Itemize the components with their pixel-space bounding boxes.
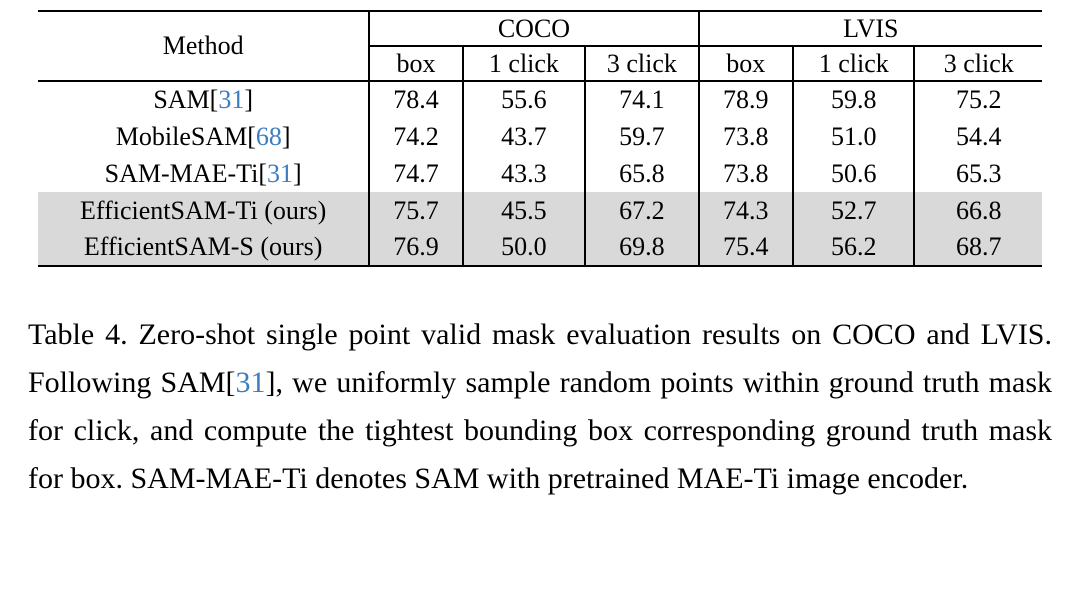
table-caption: Table 4. Zero-shot single point valid ma…: [28, 311, 1052, 503]
caption-citation-link[interactable]: 31: [235, 366, 266, 399]
table-row: SAM[31] 78.4 55.6 74.1 78.9 59.8 75.2: [38, 81, 1042, 118]
value-cell: 56.2: [791, 229, 915, 266]
table-body: SAM[31] 78.4 55.6 74.1 78.9 59.8 75.2 MobileSAM…: [38, 81, 1042, 266]
value-cell: 73.8: [697, 118, 793, 155]
col-header-coco-box: box: [368, 46, 463, 82]
group-header-coco: COCO: [368, 11, 699, 47]
value-cell: 43.3: [461, 155, 586, 192]
table-row: EfficientSAM-Ti (ours) 75.7 45.5 67.2 74.3 52…: [38, 192, 1042, 229]
caption-text-before-cite: Table 4. Zero-shot single point valid ma…: [28, 318, 1052, 399]
value-cell: 75.7: [368, 192, 463, 229]
value-cell: 67.2: [584, 192, 699, 229]
value-cell: 55.6: [461, 81, 586, 118]
value-cell: 45.5: [461, 192, 586, 229]
value-cell: 69.8: [584, 229, 699, 266]
method-cell: MobileSAM[68]: [115, 121, 291, 151]
method-cell: EfficientSAM-Ti (ours): [80, 195, 327, 225]
value-cell: 65.8: [584, 155, 699, 192]
value-cell: 50.6: [791, 155, 915, 192]
value-cell: 75.4: [697, 229, 793, 266]
value-cell: 43.7: [461, 118, 586, 155]
value-cell: 74.7: [368, 155, 463, 192]
results-table-wrap: Method COCO LVIS box 1 click 3 click box…: [38, 10, 1042, 267]
value-cell: 74.1: [584, 81, 699, 118]
value-cell: 74.3: [697, 192, 793, 229]
value-cell: 74.2: [368, 118, 463, 155]
subheader-row: box 1 click 3 click box 1 click 3 click: [38, 46, 1042, 82]
value-cell: 75.2: [913, 81, 1042, 118]
citation-link[interactable]: 31: [266, 158, 293, 188]
value-cell: 78.9: [697, 81, 793, 118]
value-cell: 68.7: [913, 229, 1042, 266]
citation-link[interactable]: 68: [255, 121, 282, 151]
value-cell: 66.8: [913, 192, 1042, 229]
method-cell: SAM-MAE-Ti[31]: [104, 158, 302, 188]
value-cell: 65.3: [913, 155, 1042, 192]
value-cell: 76.9: [368, 229, 463, 266]
value-cell: 51.0: [791, 118, 915, 155]
col-header-lvis-box: box: [697, 46, 793, 82]
table-row: EfficientSAM-S (ours) 76.9 50.0 69.8 75.4 56.…: [38, 229, 1042, 266]
col-header-lvis-3click: 3 click: [913, 46, 1042, 82]
method-cell: SAM[31]: [153, 85, 254, 114]
value-cell: 52.7: [791, 192, 915, 229]
group-header-row: Method COCO LVIS: [38, 11, 1042, 82]
method-cell: EfficientSAM-S (ours): [83, 232, 323, 261]
col-header-coco-3click: 3 click: [584, 46, 699, 82]
col-header-lvis-1click: 1 click: [791, 46, 915, 82]
method-column-header: Method: [38, 11, 370, 82]
table-row: MobileSAM[68] 74.2 43.7 59.7 73.8 51.0 54.4: [38, 118, 1042, 155]
col-header-coco-1click: 1 click: [461, 46, 586, 82]
value-cell: 73.8: [697, 155, 793, 192]
value-cell: 54.4: [913, 118, 1042, 155]
table-row: SAM-MAE-Ti[31] 74.7 43.3 65.8 73.8 50.6 65.3: [38, 155, 1042, 192]
value-cell: 78.4: [368, 81, 463, 118]
value-cell: 59.7: [584, 118, 699, 155]
citation-link[interactable]: 31: [218, 85, 245, 114]
caption-text-after-cite: ], we uniformly sample random points wit…: [28, 366, 1052, 495]
value-cell: 50.0: [461, 229, 586, 266]
results-table: Method COCO LVIS box 1 click 3 click box…: [38, 10, 1042, 267]
group-header-lvis: LVIS: [697, 11, 1042, 47]
value-cell: 59.8: [791, 81, 915, 118]
